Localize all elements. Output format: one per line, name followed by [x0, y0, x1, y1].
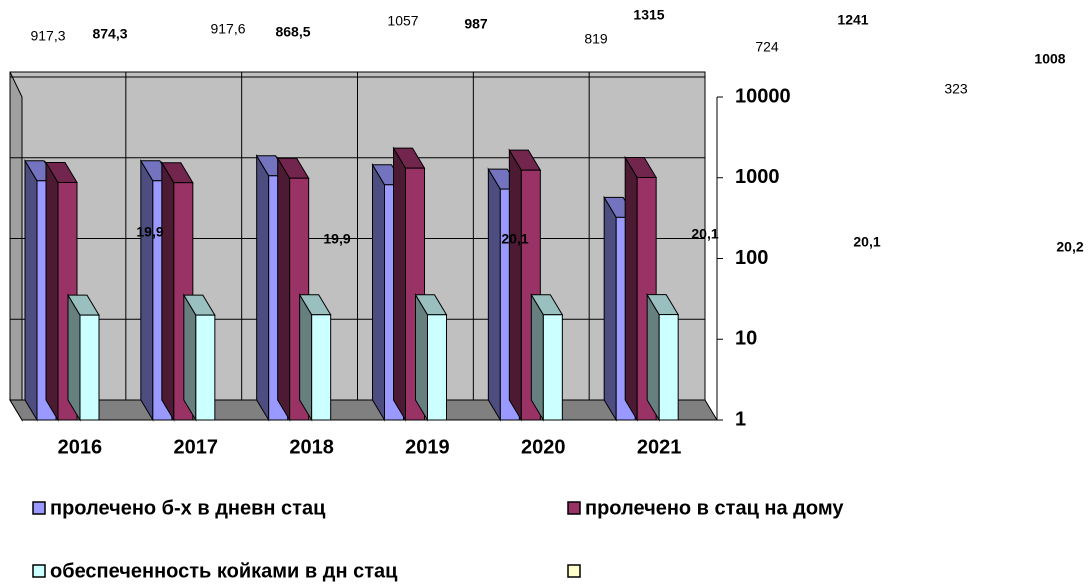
value-label: 20,1 [691, 226, 718, 242]
bar [311, 314, 332, 421]
value-label: 724 [755, 39, 779, 55]
legend-swatch [32, 501, 46, 515]
value-label: 987 [464, 16, 488, 32]
bar [195, 314, 216, 421]
value-label: 323 [944, 81, 968, 97]
value-label: 819 [584, 31, 608, 47]
x-tick-label: 2018 [289, 436, 334, 458]
x-tick-label: 2020 [521, 436, 566, 458]
bar-side [603, 195, 617, 422]
value-label: 20,1 [853, 234, 880, 250]
bar-side [183, 293, 197, 422]
bar-side [45, 160, 59, 422]
value-label: 917,3 [30, 28, 65, 44]
bar-side [24, 158, 38, 422]
y-tick-label: 1 [735, 408, 746, 430]
bar-side [299, 292, 313, 422]
bar-side [277, 156, 291, 422]
x-tick-label: 2016 [58, 436, 103, 458]
bar-side [67, 293, 81, 422]
legend-swatch [32, 564, 46, 578]
bar-side [393, 146, 406, 422]
bar-side [624, 155, 638, 422]
value-label: 874,3 [92, 26, 127, 42]
bar-side [140, 158, 154, 422]
bar-side [415, 292, 428, 422]
value-label: 1315 [633, 7, 664, 23]
side-wall [9, 71, 23, 422]
legend-label: пролечено б-х в дневн стац [50, 497, 326, 519]
value-label: 19,9 [323, 231, 350, 247]
bar [658, 314, 679, 421]
bar [427, 314, 447, 421]
y-tick-label: 10000 [735, 85, 791, 107]
legend-swatch [567, 564, 581, 578]
value-label: 20,1 [501, 231, 528, 247]
y-tick-label: 100 [735, 247, 768, 269]
value-label: 1057 [387, 13, 418, 29]
bar-side [530, 292, 544, 422]
bar-side [646, 292, 660, 422]
bar-side [372, 162, 385, 422]
value-label: 1008 [1034, 51, 1065, 67]
bar-side [161, 160, 175, 422]
y-tick-label: 10 [735, 328, 757, 350]
x-tick-label: 2017 [174, 436, 219, 458]
value-label: 917,6 [210, 21, 245, 37]
value-label: 1241 [837, 12, 868, 28]
y-tick-label: 1000 [735, 166, 780, 188]
legend-swatch [567, 501, 581, 515]
bar-side [508, 148, 522, 422]
bar [542, 314, 563, 421]
value-label: 19,9 [136, 224, 163, 240]
x-tick-label: 2021 [637, 436, 682, 458]
bar [79, 314, 100, 421]
x-tick-label: 2019 [405, 436, 450, 458]
legend-label: обеспеченность койками в дн стац [50, 560, 398, 582]
value-label: 20,2 [1056, 239, 1083, 255]
bar-side [256, 154, 270, 422]
bar-side [487, 167, 501, 422]
legend-label: пролечено в стац на дому [585, 497, 844, 519]
value-label: 868,5 [275, 24, 310, 40]
